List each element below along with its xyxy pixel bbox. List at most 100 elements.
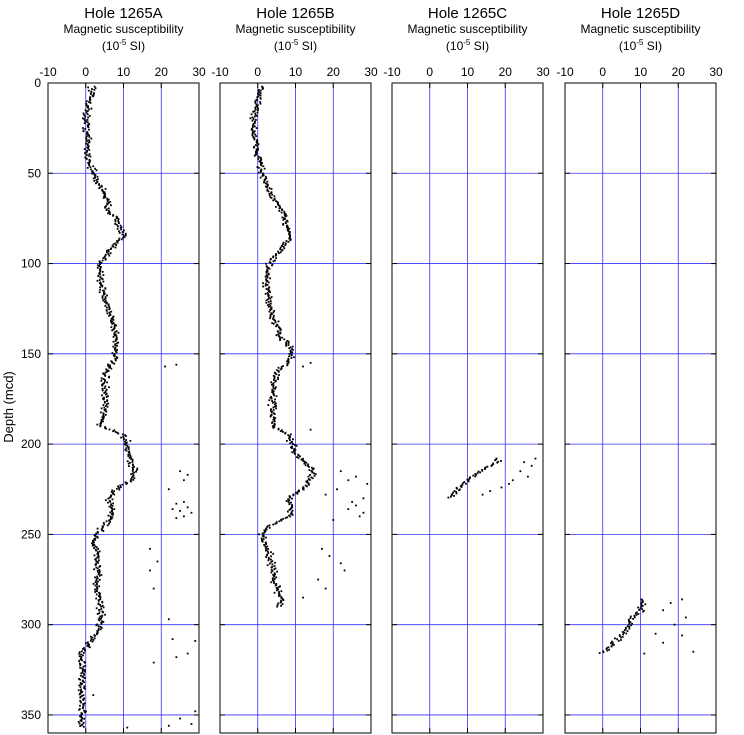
data-point bbox=[274, 387, 277, 390]
data-point bbox=[91, 544, 94, 547]
data-point bbox=[96, 590, 98, 593]
data-point bbox=[109, 511, 112, 514]
data-point bbox=[256, 166, 259, 168]
data-point bbox=[103, 382, 105, 385]
data-point bbox=[81, 675, 84, 678]
data-point bbox=[104, 296, 107, 298]
data-point bbox=[456, 487, 458, 490]
data-point bbox=[284, 432, 287, 435]
data-point bbox=[274, 573, 276, 576]
data-point bbox=[295, 444, 298, 447]
data-point bbox=[629, 617, 632, 619]
data-point bbox=[253, 130, 256, 133]
data-point bbox=[276, 604, 279, 606]
outlier-point bbox=[351, 500, 354, 503]
data-point bbox=[108, 519, 110, 522]
data-point bbox=[83, 673, 85, 676]
data-point bbox=[93, 173, 96, 176]
data-point bbox=[116, 241, 119, 244]
data-point bbox=[259, 176, 262, 179]
outlier-point bbox=[179, 510, 182, 512]
data-point bbox=[274, 398, 276, 401]
data-point bbox=[628, 626, 631, 628]
data-point bbox=[79, 725, 82, 727]
panel-subtitle: Magnetic susceptibility bbox=[235, 22, 355, 36]
outlier-point bbox=[171, 638, 174, 641]
outlier-point bbox=[324, 493, 327, 496]
data-point bbox=[114, 218, 117, 221]
data-point bbox=[277, 250, 279, 253]
data-point bbox=[98, 279, 101, 281]
data-point bbox=[93, 554, 96, 557]
data-point bbox=[104, 385, 107, 388]
data-point bbox=[640, 604, 643, 606]
data-point bbox=[263, 544, 266, 547]
data-point bbox=[278, 207, 281, 210]
data-point bbox=[266, 283, 269, 286]
data-point bbox=[128, 452, 131, 455]
x-tick-label: 20 bbox=[327, 65, 341, 79]
data-point bbox=[310, 466, 313, 469]
data-point bbox=[122, 438, 125, 441]
data-point bbox=[100, 622, 103, 625]
data-point bbox=[98, 550, 101, 553]
outlier-point bbox=[332, 519, 335, 521]
data-point bbox=[78, 684, 81, 687]
x-tick-label: 0 bbox=[82, 65, 89, 79]
data-point bbox=[307, 478, 310, 480]
data-point bbox=[95, 607, 98, 610]
data-point bbox=[107, 201, 110, 204]
data-point bbox=[95, 169, 98, 172]
data-point bbox=[270, 192, 273, 194]
panel-title: Hole 1265A bbox=[84, 5, 162, 22]
data-point bbox=[308, 483, 310, 486]
data-point bbox=[262, 282, 264, 285]
data-point bbox=[105, 209, 108, 212]
data-point bbox=[128, 457, 131, 459]
depth-tick-labels: 0 50 100 150 200 250 300 350 bbox=[21, 76, 41, 722]
data-point bbox=[101, 296, 104, 299]
data-point bbox=[83, 711, 86, 714]
data-point bbox=[94, 634, 96, 637]
data-point bbox=[100, 407, 103, 410]
data-point bbox=[114, 246, 117, 249]
data-point bbox=[102, 197, 105, 199]
data-point bbox=[251, 134, 254, 137]
data-point bbox=[289, 508, 292, 511]
data-point bbox=[107, 212, 109, 215]
data-point bbox=[81, 695, 83, 697]
data-point bbox=[106, 197, 108, 200]
data-point bbox=[112, 318, 115, 321]
data-point bbox=[98, 184, 101, 186]
data-point bbox=[115, 223, 118, 226]
data-point bbox=[264, 185, 267, 188]
data-point bbox=[280, 604, 282, 607]
data-point bbox=[99, 596, 102, 599]
data-point bbox=[111, 498, 114, 501]
data-point bbox=[261, 532, 264, 535]
data-point bbox=[270, 383, 273, 386]
data-point bbox=[269, 309, 272, 311]
data-point bbox=[284, 242, 287, 245]
data-point bbox=[291, 345, 294, 348]
data-point bbox=[99, 592, 101, 595]
data-point bbox=[87, 89, 90, 92]
data-point bbox=[85, 153, 88, 156]
data-point bbox=[129, 454, 132, 457]
data-point bbox=[114, 431, 117, 433]
data-point bbox=[495, 458, 498, 461]
data-point bbox=[479, 471, 482, 474]
data-point bbox=[95, 579, 98, 582]
data-point bbox=[598, 652, 601, 654]
data-point bbox=[277, 366, 280, 369]
data-point bbox=[293, 444, 296, 446]
data-point bbox=[275, 200, 278, 203]
data-point bbox=[86, 644, 89, 647]
data-point bbox=[98, 619, 101, 622]
x-tick-label: 10 bbox=[117, 65, 131, 79]
data-point bbox=[112, 322, 115, 324]
outlier-point bbox=[355, 504, 357, 507]
data-point bbox=[101, 278, 104, 281]
outlier-point bbox=[347, 479, 350, 482]
data-point bbox=[101, 416, 104, 419]
